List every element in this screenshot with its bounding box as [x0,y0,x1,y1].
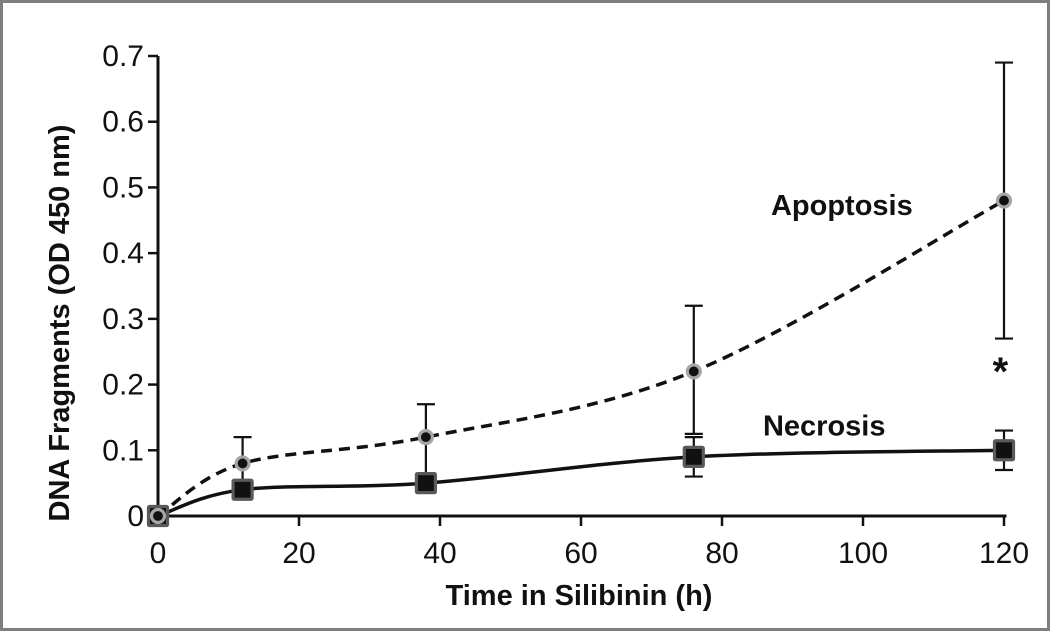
x-axis-label: Time in Silibinin (h) [446,580,713,612]
chart-canvas: 0 0.1 0.2 0.3 0.4 0.5 0.6 0.7 0 20 40 60 80 100 120 Ap… [44,40,1029,612]
plot-axes [148,54,1007,526]
series-markers [146,192,1016,528]
y-tick-label: 0.1 [102,434,144,467]
series-line-necrosis [157,448,1005,518]
series-labels: Apoptosis Necrosis [763,190,913,442]
data-point-necrosis [414,472,437,495]
y-tick-label: 0.7 [102,40,144,73]
annotations: * [993,350,1009,394]
x-tick-label: 80 [705,537,738,570]
x-tick-label: 20 [282,537,315,570]
series-label-necrosis: Necrosis [763,410,886,442]
x-tick-label: 60 [564,537,597,570]
x-tick-label: 120 [979,537,1029,570]
y-tick-label: 0.6 [102,106,144,139]
data-point-apoptosis [149,507,167,525]
x-tick-label: 0 [150,537,167,570]
y-tick-label: 0.4 [102,237,144,270]
y-tick-label: 0 [127,500,144,533]
y-axis-label: DNA Fragments (OD 450 nm) [44,125,76,522]
data-point-apoptosis [685,363,702,380]
data-point-apoptosis [995,192,1013,209]
y-tick-label: 0.3 [102,303,144,336]
data-point-apoptosis [234,455,251,472]
data-point-apoptosis [417,429,434,446]
x-tick-label: 40 [423,537,456,570]
x-tick-label: 100 [838,537,888,570]
data-point-necrosis [682,445,705,468]
series-label-apoptosis: Apoptosis [771,190,913,222]
series-line-apoptosis [157,199,1005,518]
series-lines [157,199,1005,518]
error-bars [233,61,1013,491]
data-point-necrosis [992,439,1016,462]
data-point-necrosis [231,478,254,501]
significance-asterisk: * [993,350,1009,394]
tick-labels: 0 0.1 0.2 0.3 0.4 0.5 0.6 0.7 0 20 40 60 80 100 120 [102,40,1029,570]
y-tick-label: 0.2 [102,369,144,402]
y-tick-label: 0.5 [102,171,144,204]
